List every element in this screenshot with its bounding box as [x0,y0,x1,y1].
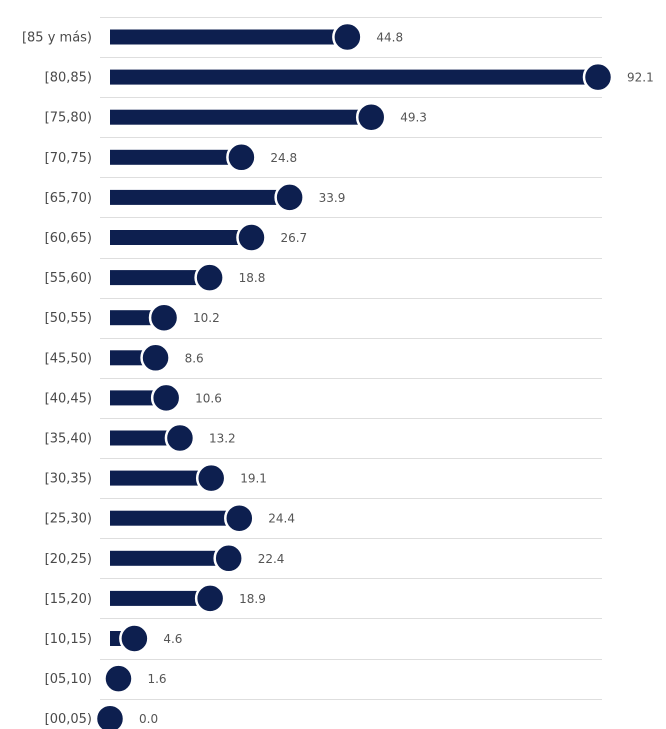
value-label: 10.6 [195,391,222,405]
data-point-marker [150,382,182,414]
data-point-marker [582,61,614,93]
bar [110,189,290,205]
category-label: [80,85) [45,71,92,86]
value-label: 4.6 [163,632,182,646]
data-point-marker [140,342,171,374]
value-label: 8.6 [185,351,204,365]
data-point-marker [119,623,150,654]
data-point-marker [148,302,180,333]
markers [94,21,614,729]
category-label: [05,10) [45,672,92,687]
data-point-marker [355,101,387,133]
data-point-marker [164,422,196,454]
value-label: 26.7 [280,231,307,245]
category-label: [10,15) [45,632,92,647]
value-label: 49.3 [400,111,427,125]
data-point-marker [332,21,363,53]
value-label: 24.8 [270,151,297,165]
category-label: [25,30) [45,512,92,527]
category-label: [30,35) [45,472,92,487]
data-point-marker [213,543,244,574]
data-point-marker [94,703,126,729]
data-point-marker [194,262,225,293]
data-point-marker [194,583,226,614]
value-label: 24.4 [268,512,295,526]
data-point-marker [226,142,257,173]
value-label: 1.6 [147,672,166,686]
category-label: [40,45) [45,391,92,406]
bars [110,29,598,687]
bar [110,270,210,286]
value-label: 44.8 [376,31,403,45]
category-label: [75,80) [45,111,92,126]
category-label: [70,75) [45,151,92,166]
category-label: [65,70) [45,191,92,206]
bar [110,430,180,446]
category-label: [85 y más) [22,31,92,46]
value-label: 18.9 [239,592,266,606]
category-label: [55,60) [45,271,92,286]
data-point-marker [103,663,134,694]
bar [110,470,212,486]
bar [110,109,372,125]
data-point-marker [224,502,255,534]
value-label: 33.9 [319,191,346,205]
category-label: [15,20) [45,592,92,607]
data-point-marker [274,182,305,213]
category-label: [45,50) [45,351,92,366]
bar [110,550,229,566]
category-label: [35,40) [45,432,92,447]
value-label: 0.0 [139,712,158,726]
value-label: 92.1 [627,71,654,85]
bar [110,69,598,85]
labels: [85 y más) 44.8 [80,85) 92.1 [75,80) 49.3 [70,… [22,31,654,728]
bar [110,590,211,606]
category-label: [20,25) [45,552,92,567]
category-label: [50,55) [45,311,92,326]
value-label: 13.2 [209,432,236,446]
value-label: 18.8 [239,271,266,285]
category-label: [00,05) [45,712,92,727]
value-label: 19.1 [240,472,267,486]
category-label: [60,65) [45,231,92,246]
bar [110,510,240,526]
bar [110,149,242,165]
value-label: 22.4 [258,552,285,566]
value-label: 10.2 [193,311,220,325]
bar [110,29,348,45]
data-point-marker [236,222,267,253]
bar [110,230,252,245]
grid-lines [100,17,602,700]
data-point-marker [195,462,227,494]
